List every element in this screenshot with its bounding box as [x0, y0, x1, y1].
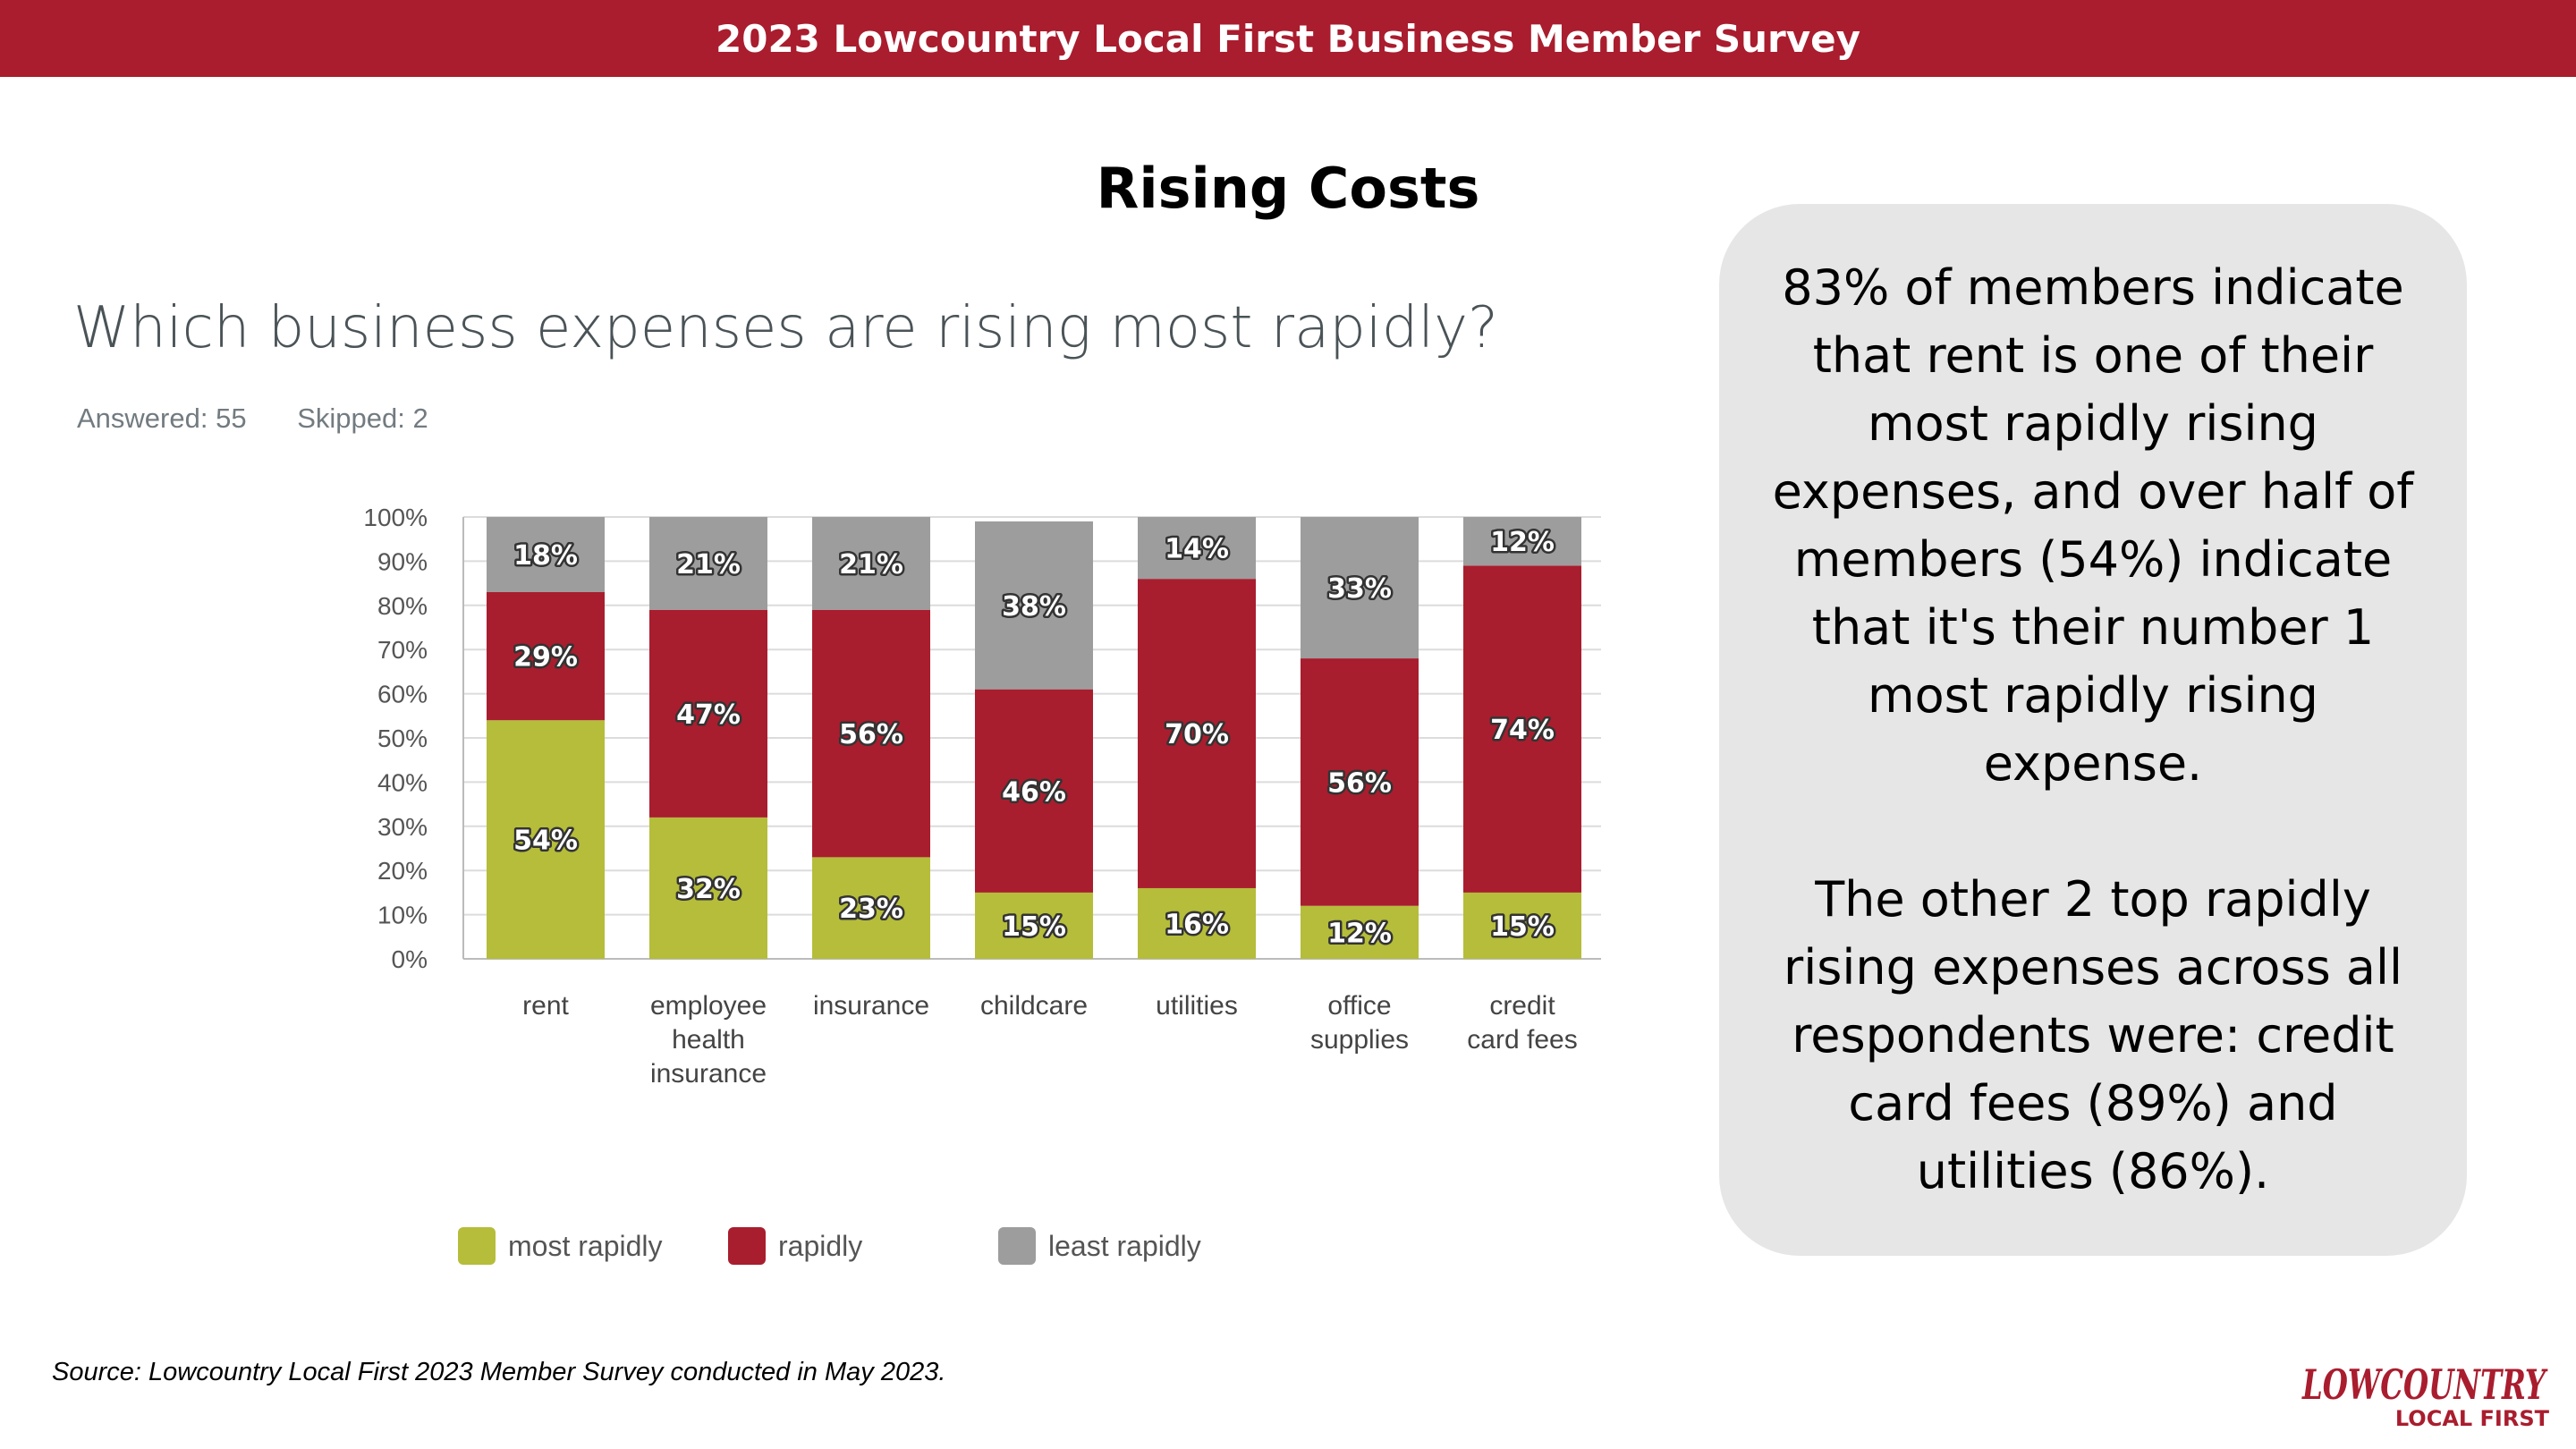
legend-swatch — [728, 1227, 766, 1265]
bar-segment — [649, 609, 767, 818]
bar-segment — [487, 517, 605, 592]
data-label: 56% — [1327, 767, 1392, 799]
data-label: 29% — [513, 642, 578, 674]
y-tick-label: 10% — [377, 902, 428, 929]
bar-segment — [1138, 579, 1256, 888]
bar-segment — [1138, 517, 1256, 580]
data-label: 70% — [1165, 719, 1229, 750]
slide-title: Rising Costs — [1096, 156, 1480, 221]
legend-swatch — [458, 1227, 496, 1265]
data-label: 38% — [1002, 591, 1066, 623]
header-title: 2023 Lowcountry Local First Business Mem… — [716, 16, 1860, 61]
x-category-label: office supplies — [1310, 991, 1409, 1055]
bar-segment — [975, 892, 1093, 959]
bar-segment — [1138, 887, 1256, 959]
data-label: 14% — [1165, 534, 1229, 565]
data-label: 12% — [1490, 527, 1555, 558]
x-category-label: childcare — [980, 991, 1088, 1021]
data-label: 56% — [839, 719, 903, 750]
bar-segment — [487, 720, 605, 959]
survey-question: Which business expenses are rising most … — [73, 295, 1498, 361]
bar-segment — [812, 609, 930, 858]
bar-segment — [1301, 517, 1419, 659]
y-tick-label: 40% — [377, 768, 428, 796]
data-label: 16% — [1165, 909, 1229, 940]
survey-stats: Answered: 55 Skipped: 2 — [77, 402, 471, 435]
y-tick-label: 30% — [377, 813, 428, 841]
bar-segment — [975, 689, 1093, 893]
bar-segment — [1301, 905, 1419, 959]
bar-segment — [812, 517, 930, 610]
bar-segment — [649, 817, 767, 959]
x-category-label: utilities — [1156, 991, 1238, 1021]
x-category-label: insurance — [813, 991, 929, 1021]
source-note: Source: Lowcountry Local First 2023 Memb… — [52, 1358, 946, 1386]
callout-paragraph-1: 83% of members indicate that rent is one… — [1772, 259, 2414, 792]
data-label: 21% — [676, 549, 741, 580]
skipped-count: Skipped: 2 — [297, 402, 428, 434]
stacked-bar-chart: 0% 10% 20% 30% 40% 50% 60% 70% 80% 90% 100% 54% 29% 1… — [363, 504, 1601, 1265]
data-label: 54% — [513, 826, 578, 857]
data-label: 32% — [676, 874, 741, 905]
data-label: 46% — [1002, 776, 1066, 808]
bar-segment — [1463, 517, 1581, 566]
header-bar: 2023 Lowcountry Local First Business Mem… — [0, 0, 2576, 77]
bar-segment — [812, 857, 930, 959]
logo-line-1: LOWCOUNTRY — [2301, 1360, 2548, 1409]
bar-segment — [649, 517, 767, 610]
data-label: 15% — [1490, 911, 1555, 943]
y-tick-label: 90% — [377, 547, 428, 575]
data-label: 74% — [1490, 715, 1555, 746]
legend-label: least rapidly — [1048, 1230, 1201, 1262]
callout-paragraph-2: The other 2 top rapidly rising expenses … — [1784, 871, 2402, 1199]
logo-line-2: LOCAL FIRST — [2395, 1406, 2550, 1429]
bar-segment — [1463, 565, 1581, 893]
y-tick-label: 60% — [377, 681, 428, 708]
data-label: 15% — [1002, 911, 1066, 943]
bar-segment — [487, 591, 605, 721]
data-label: 23% — [839, 894, 903, 925]
data-label: 12% — [1327, 918, 1392, 949]
y-tick-label: 70% — [377, 636, 428, 664]
x-category-label: rent — [522, 991, 569, 1021]
callout-box: 83% of members indicate that rent is one… — [1719, 204, 2467, 1256]
bar-segment — [1463, 892, 1581, 959]
y-tick-label: 0% — [392, 945, 428, 973]
x-category-label: credit card fees — [1467, 991, 1577, 1055]
lowcountry-local-first-logo: LOWCOUNTRY LOCAL FIRST — [2301, 1360, 2550, 1429]
y-tick-label: 100% — [363, 504, 428, 531]
data-label: 47% — [676, 699, 741, 731]
y-tick-label: 80% — [377, 592, 428, 620]
legend-label: rapidly — [778, 1230, 862, 1262]
bar-segment — [975, 521, 1093, 690]
legend-swatch — [998, 1227, 1036, 1265]
answered-count: Answered: 55 — [77, 402, 247, 434]
data-label: 33% — [1327, 573, 1392, 605]
data-label: 18% — [513, 540, 578, 572]
x-category-label: employee health insurance — [650, 991, 767, 1089]
data-label: 21% — [839, 549, 903, 580]
bar-segment — [1301, 658, 1419, 906]
y-tick-label: 20% — [377, 857, 428, 885]
legend-label: most rapidly — [508, 1230, 663, 1262]
y-tick-label: 50% — [377, 724, 428, 752]
